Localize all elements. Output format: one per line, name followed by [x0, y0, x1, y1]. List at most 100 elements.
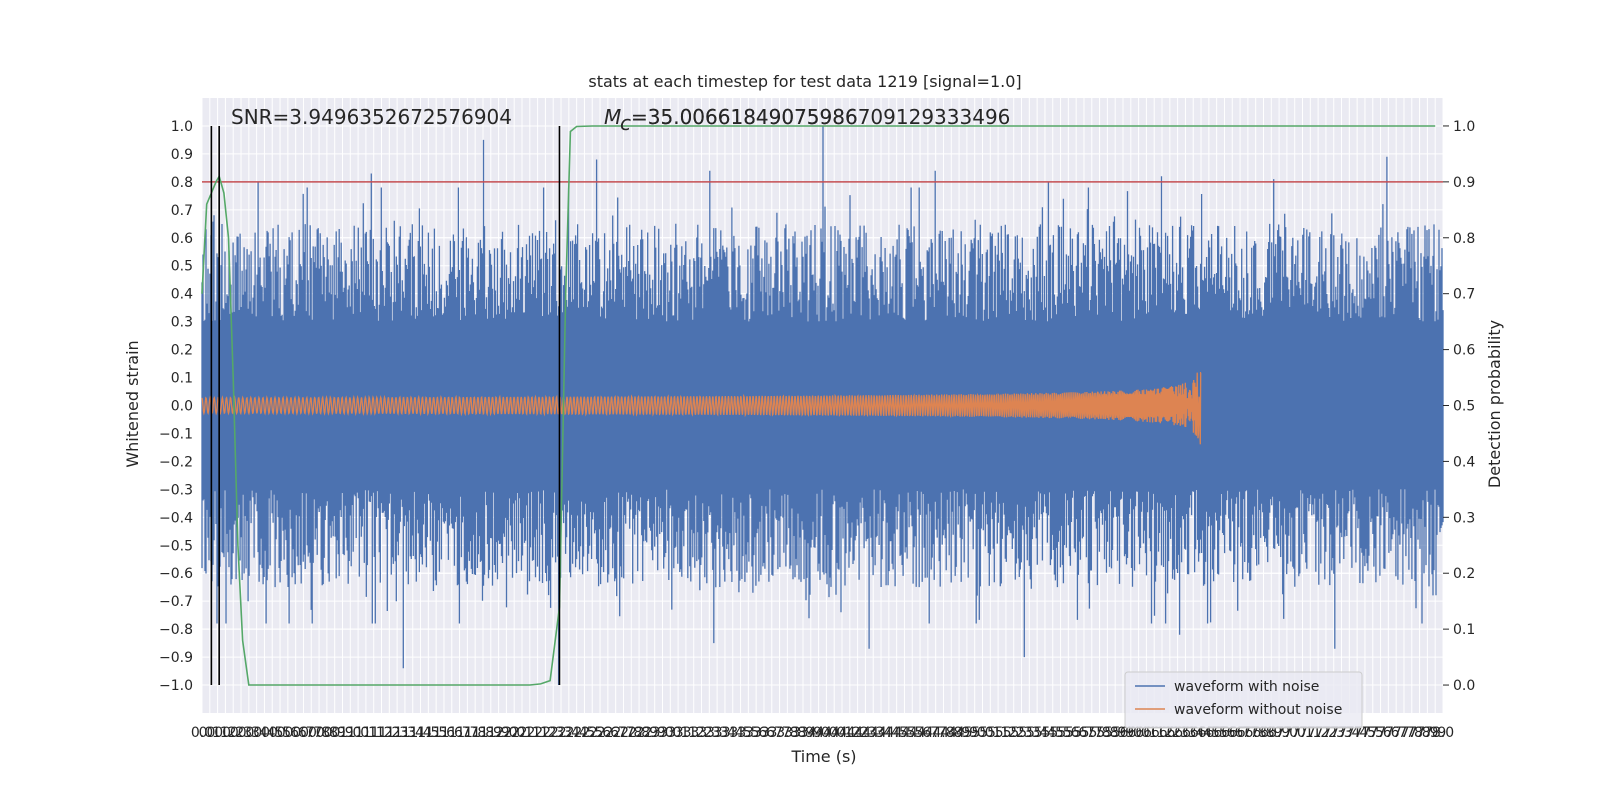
chirp-mass-symbol: M: [604, 105, 621, 129]
y-right-tick-label: 0.4: [1453, 454, 1475, 470]
x-tick-label: 6.2: [1159, 725, 1181, 741]
y-right-tick-label: 0.0: [1453, 678, 1475, 694]
x-tick-label: 6.7: [1237, 725, 1259, 741]
y-tick-label: 0.2: [171, 343, 193, 359]
x-tick-label: 5.4: [1026, 725, 1048, 741]
x-tick-label: 7.8: [1408, 725, 1430, 741]
y-right-tick-label: 1.0: [1453, 119, 1475, 135]
x-tick-label: 1.5: [417, 725, 439, 741]
x-tick-label: 4.8: [932, 725, 954, 741]
x-tick-label: 0.3: [238, 725, 260, 741]
y-right-tick-label: 0.6: [1453, 343, 1475, 359]
x-tick-label: 0.0: [191, 725, 213, 741]
chirp-mass-subscript: c: [620, 111, 631, 135]
y-axis-left: −1.0 −0.9 −0.8 −0.7 −0.6 −0.5 −0.4 −0.3 −0.2 −0.1…: [159, 119, 193, 694]
x-tick-label: 1.4: [409, 725, 431, 741]
y-tick-label: −0.8: [159, 622, 193, 638]
y-right-tick-label: 0.5: [1453, 399, 1475, 415]
x-tick-label: 4.9: [956, 725, 978, 741]
x-tick-label: 6.6: [1213, 725, 1235, 741]
x-tick-label: 0.3: [230, 725, 252, 741]
x-tick-label: 7.7: [1393, 725, 1415, 741]
x-tick-label: 8.0: [1432, 725, 1454, 741]
x-axis: 0.00.10.10.20.20.30.30.40.40.50.50.60.60…: [191, 725, 1454, 741]
x-tick-label: 3.4: [714, 725, 736, 741]
x-tick-label: 3.6: [745, 725, 767, 741]
x-tick-label: 6.9: [1260, 725, 1282, 741]
x-tick-label: 0.7: [300, 725, 322, 741]
y-tick-label: 0.1: [171, 371, 193, 387]
x-tick-label: 2.0: [503, 725, 525, 741]
vertical-markers: [210, 125, 561, 686]
y-tick-label: −0.1: [159, 426, 193, 442]
y-axis-right: 0.0 0.1 0.2 0.3 0.4 0.5 0.6 0.7 0.8 0.9 1.0: [1443, 119, 1475, 694]
x-tick-label: 1.2: [370, 725, 392, 741]
x-tick-label: 2.1: [519, 725, 541, 741]
y-axis-label: Whitened strain: [123, 340, 142, 467]
x-tick-label: 5.3: [1018, 725, 1040, 741]
x-tick-label: 1.2: [378, 725, 400, 741]
chirp-trace: [201, 372, 1202, 445]
x-tick-label: 6.9: [1268, 725, 1290, 741]
x-tick-label: 5.6: [1057, 725, 1079, 741]
x-tick-label: 3.8: [784, 725, 806, 741]
x-tick-label: 6.0: [1120, 725, 1142, 741]
chirp-mass-value: =35.00661849075986: [631, 105, 858, 129]
x-tick-label: 2.4: [558, 725, 580, 741]
legend: waveform with noise waveform without noi…: [1124, 671, 1363, 729]
x-tick-label: 3.7: [768, 725, 790, 741]
x-tick-label: 0.7: [292, 725, 314, 741]
x-tick-label: 3.5: [729, 725, 751, 741]
x-tick-label: 2.7: [612, 725, 634, 741]
y-tick-label: 0.3: [171, 315, 193, 331]
y-tick-label: −0.6: [159, 566, 193, 582]
x-tick-label: 2.8: [628, 725, 650, 741]
x-tick-label: 6.4: [1182, 725, 1204, 741]
x-tick-label: 0.1: [199, 725, 221, 741]
snr-annotation: SNR=3.9496352672576904: [231, 105, 512, 129]
x-tick-label: 0.6: [277, 725, 299, 741]
x-tick-label: 5.7: [1081, 725, 1103, 741]
x-tick-label: 7.5: [1354, 725, 1376, 741]
x-tick-label: 5.0: [971, 725, 993, 741]
y-tick-label: 0.6: [171, 231, 193, 247]
x-tick-label: 6.7: [1229, 725, 1251, 741]
x-tick-label: 6.5: [1206, 725, 1228, 741]
x-tick-label: 5.4: [1034, 725, 1056, 741]
y-tick-label: 0.8: [171, 175, 193, 191]
x-tick-label: 1.1: [363, 725, 385, 741]
x-tick-label: 3.4: [722, 725, 744, 741]
x-tick-label: 5.8: [1088, 725, 1110, 741]
x-tick-label: 6.3: [1174, 725, 1196, 741]
x-tick-label: 4.0: [807, 725, 829, 741]
y-right-tick-label: 0.9: [1453, 175, 1475, 191]
x-tick-label: 3.3: [706, 725, 728, 741]
x-tick-label: 4.1: [831, 725, 853, 741]
y-tick-label: −0.4: [159, 510, 193, 526]
x-tick-label: 4.4: [878, 725, 900, 741]
series-detection-probability: [201, 125, 1436, 686]
x-tick-label: 0.5: [261, 725, 283, 741]
x-tick-label: 4.4: [870, 725, 892, 741]
x-tick-label: 7.9: [1416, 725, 1438, 741]
x-tick-label: 6.1: [1135, 725, 1157, 741]
x-tick-label: 4.0: [823, 725, 845, 741]
x-tick-label: 2.9: [644, 725, 666, 741]
x-tick-label: 7.6: [1377, 725, 1399, 741]
x-tick-label: 4.5: [886, 725, 908, 741]
x-axis-label: Time (s): [790, 747, 856, 766]
x-tick-label: 6.8: [1245, 725, 1267, 741]
x-tick-label: 5.7: [1073, 725, 1095, 741]
x-tick-label: 0.9: [324, 725, 346, 741]
x-tick-label: 2.5: [581, 725, 603, 741]
y-tick-label: 0.5: [171, 259, 193, 275]
legend-label-noise: waveform with noise: [1174, 679, 1319, 695]
x-tick-label: 1.1: [355, 725, 377, 741]
x-tick-label: 1.7: [448, 725, 470, 741]
y-tick-label: −0.7: [159, 594, 193, 610]
x-tick-label: 0.1: [206, 725, 228, 741]
x-tick-label: 2.2: [534, 725, 556, 741]
x-tick-label: 7.9: [1424, 725, 1446, 741]
x-tick-label: 4.7: [917, 725, 939, 741]
x-tick-label: 0.2: [214, 725, 236, 741]
